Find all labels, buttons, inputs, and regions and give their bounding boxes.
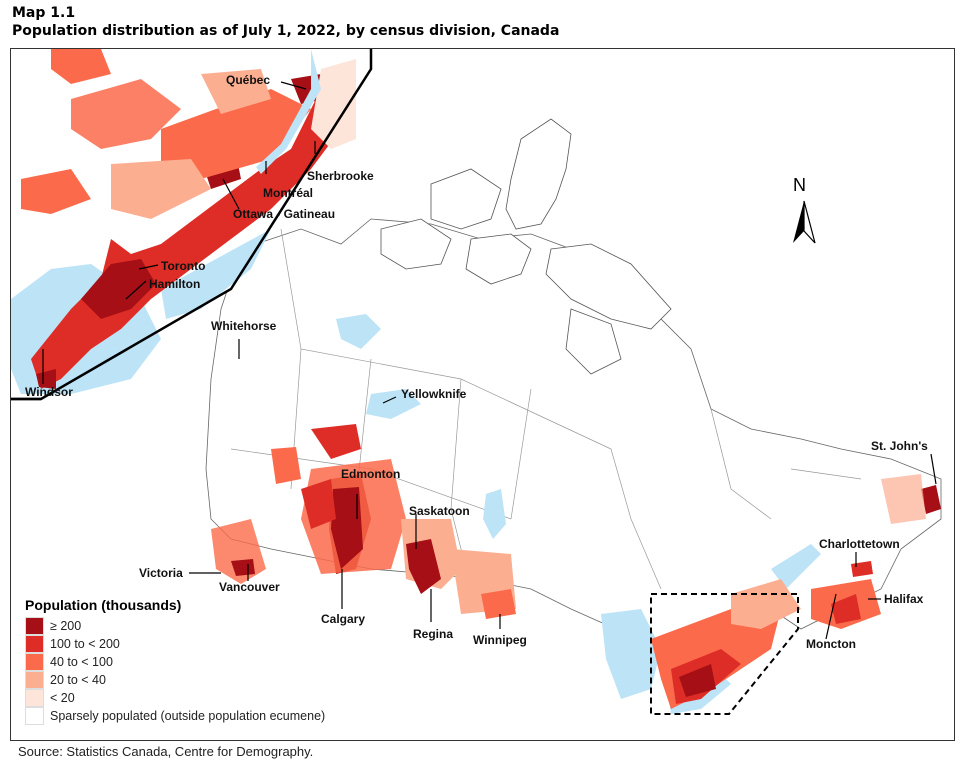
arctic-islands: [380, 118, 672, 375]
inset-outline-dashed: [650, 593, 799, 715]
legend-swatch: [25, 635, 44, 653]
legend-label: 20 to < 40: [50, 673, 106, 687]
north-label: N: [793, 175, 806, 195]
label-halifax: Halifax: [884, 592, 924, 606]
label-sherbrooke: Sherbrooke: [307, 169, 374, 183]
legend-item: 20 to < 40: [25, 671, 325, 689]
population-areas-east: [651, 474, 941, 709]
label-moncton: Moncton: [806, 637, 856, 651]
legend-item: 40 to < 100: [25, 653, 325, 671]
label-toronto: Toronto: [161, 259, 206, 273]
label-st-johns: St. John's: [871, 439, 928, 453]
label-quebec: Québec: [226, 73, 271, 87]
label-saskatoon: Saskatoon: [409, 504, 470, 518]
label-victoria: Victoria: [139, 566, 183, 580]
map-frame: Québec Sherbrooke Montréal Ottawa - Gati…: [10, 48, 955, 741]
label-winnipeg: Winnipeg: [473, 633, 527, 647]
legend-label: ≥ 200: [50, 619, 82, 633]
label-regina: Regina: [413, 627, 454, 641]
label-montreal: Montréal: [263, 186, 314, 200]
legend: Population (thousands) ≥ 200 100 to < 20…: [25, 597, 325, 725]
map-number: Map 1.1: [12, 5, 76, 21]
legend-swatch: [25, 689, 44, 707]
inset-panel: [11, 49, 373, 401]
legend-title: Population (thousands): [25, 597, 182, 613]
title-block: Map 1.1 Population distribution as of Ju…: [12, 4, 559, 40]
legend-label: 100 to < 200: [50, 637, 120, 651]
label-hamilton: Hamilton: [149, 277, 201, 291]
label-windsor: Windsor: [25, 385, 73, 399]
canada-map: [11, 49, 942, 715]
legend-label: 40 to < 100: [50, 655, 113, 669]
legend-swatch: [25, 617, 44, 635]
legend-item: 100 to < 200: [25, 635, 325, 653]
legend-swatch: [25, 671, 44, 689]
legend-item: ≥ 200: [25, 617, 325, 635]
legend-label: < 20: [50, 691, 75, 705]
legend-item: < 20: [25, 689, 325, 707]
map-title: Population distribution as of July 1, 20…: [12, 23, 560, 39]
source-note: Source: Statistics Canada, Centre for De…: [18, 744, 314, 759]
label-ottawa-gatineau: Ottawa - Gatineau: [233, 207, 336, 221]
north-arrow-icon: [793, 200, 816, 244]
label-calgary: Calgary: [321, 612, 366, 626]
label-edmonton: Edmonton: [341, 467, 401, 481]
label-yellowknife: Yellowknife: [401, 387, 467, 401]
leader-arrows: [42, 81, 937, 640]
legend-swatch: [25, 707, 44, 725]
label-whitehorse: Whitehorse: [211, 319, 277, 333]
legend-swatch: [25, 653, 44, 671]
legend-item: Sparsely populated (outside population e…: [25, 707, 325, 725]
legend-label: Sparsely populated (outside population e…: [50, 709, 326, 723]
label-vancouver: Vancouver: [219, 580, 280, 594]
population-areas-west: [211, 424, 516, 619]
label-charlottetown: Charlottetown: [819, 537, 900, 551]
